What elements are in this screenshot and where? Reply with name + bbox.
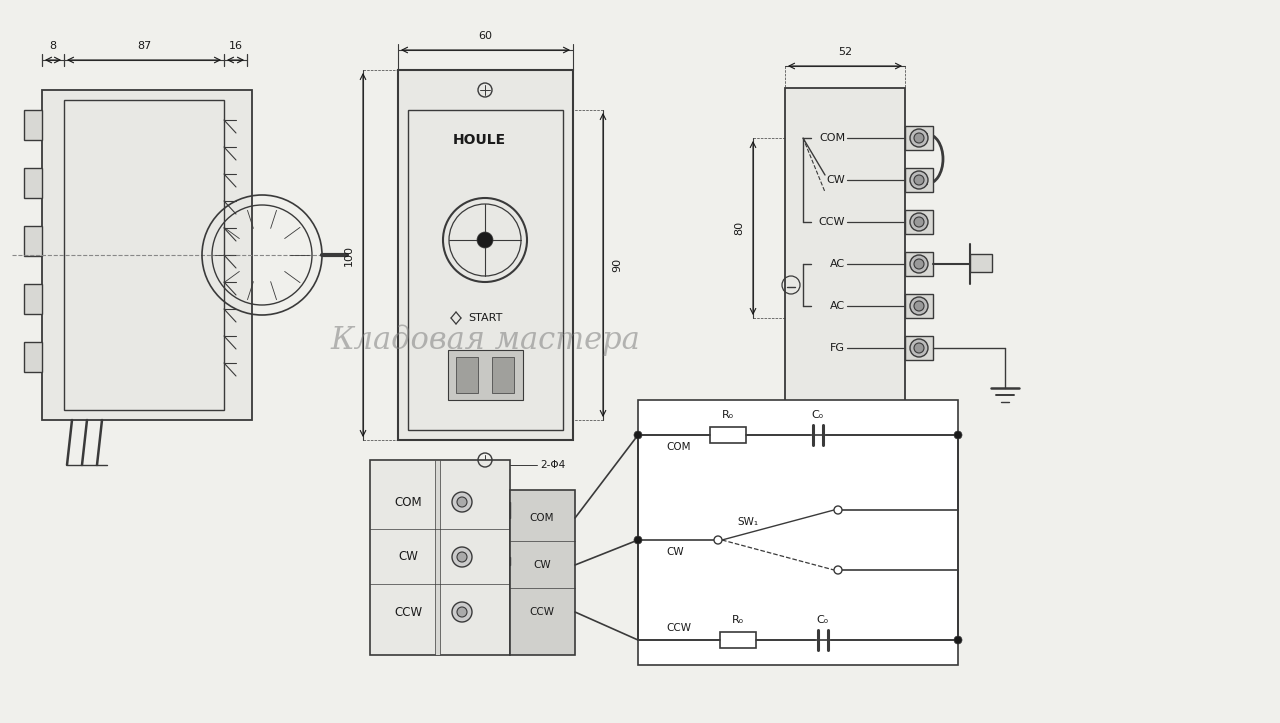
Bar — [492, 357, 515, 393]
Bar — [719, 632, 756, 648]
Text: 80: 80 — [733, 221, 744, 235]
Text: AC: AC — [829, 259, 845, 269]
Bar — [456, 357, 477, 393]
Circle shape — [457, 552, 467, 562]
Text: CW: CW — [827, 175, 845, 185]
Bar — [905, 168, 933, 192]
Text: 87: 87 — [137, 41, 151, 51]
Text: CW: CW — [398, 550, 419, 563]
Text: FG: FG — [829, 343, 845, 353]
Circle shape — [914, 301, 924, 311]
Text: CCW: CCW — [818, 217, 845, 227]
Circle shape — [457, 497, 467, 507]
Text: CW: CW — [534, 560, 550, 570]
Circle shape — [714, 536, 722, 544]
Text: CCW: CCW — [666, 623, 691, 633]
Text: 100: 100 — [344, 244, 355, 265]
Circle shape — [954, 431, 963, 439]
Text: 16: 16 — [229, 41, 242, 51]
Text: CW: CW — [666, 547, 684, 557]
Text: 8: 8 — [50, 41, 56, 51]
Text: 60: 60 — [477, 31, 492, 41]
Bar — [24, 110, 42, 140]
Text: COM: COM — [666, 442, 690, 452]
Circle shape — [910, 297, 928, 315]
Bar — [435, 460, 440, 655]
Circle shape — [914, 343, 924, 353]
Text: Cₒ: Cₒ — [812, 410, 824, 420]
Circle shape — [835, 506, 842, 514]
Text: COM: COM — [819, 133, 845, 143]
Circle shape — [910, 129, 928, 147]
Circle shape — [910, 255, 928, 273]
Circle shape — [914, 133, 924, 143]
Bar — [905, 126, 933, 150]
Bar — [24, 342, 42, 372]
Text: 90: 90 — [612, 258, 622, 272]
Text: COM: COM — [394, 495, 422, 508]
Bar — [408, 110, 563, 430]
Circle shape — [835, 566, 842, 574]
Bar — [370, 460, 509, 655]
Circle shape — [910, 171, 928, 189]
Bar — [24, 284, 42, 314]
Bar — [398, 70, 573, 440]
Circle shape — [914, 175, 924, 185]
Bar — [24, 168, 42, 198]
Text: AC: AC — [829, 301, 845, 311]
Circle shape — [954, 636, 963, 644]
Text: CCW: CCW — [394, 605, 422, 618]
Bar — [448, 350, 524, 400]
Text: Rₒ: Rₒ — [722, 410, 735, 420]
Bar — [970, 254, 992, 272]
Text: 2-Φ4: 2-Φ4 — [540, 460, 566, 470]
Circle shape — [452, 547, 472, 567]
Bar — [710, 427, 746, 443]
Bar — [42, 90, 252, 420]
Text: 52: 52 — [838, 47, 852, 57]
Text: SW₁: SW₁ — [737, 517, 759, 527]
Bar — [905, 252, 933, 276]
Bar — [905, 210, 933, 234]
Bar — [24, 226, 42, 256]
Circle shape — [477, 232, 493, 248]
Circle shape — [634, 431, 643, 439]
Text: CCW: CCW — [530, 607, 554, 617]
Text: HOULE: HOULE — [453, 133, 506, 147]
Bar — [905, 336, 933, 360]
Circle shape — [910, 213, 928, 231]
Text: Cₒ: Cₒ — [817, 615, 829, 625]
Text: Кладовая мастера: Кладовая мастера — [330, 324, 640, 356]
Text: Rₒ: Rₒ — [732, 615, 744, 625]
Bar — [637, 400, 957, 665]
Text: COM: COM — [530, 513, 554, 523]
Bar — [785, 88, 905, 428]
Circle shape — [634, 536, 643, 544]
Bar — [905, 294, 933, 318]
Circle shape — [452, 492, 472, 512]
Circle shape — [914, 217, 924, 227]
Circle shape — [914, 259, 924, 269]
Circle shape — [452, 602, 472, 622]
Bar — [64, 100, 224, 410]
Bar — [509, 490, 575, 655]
Circle shape — [910, 339, 928, 357]
Text: START: START — [467, 313, 502, 323]
Circle shape — [457, 607, 467, 617]
